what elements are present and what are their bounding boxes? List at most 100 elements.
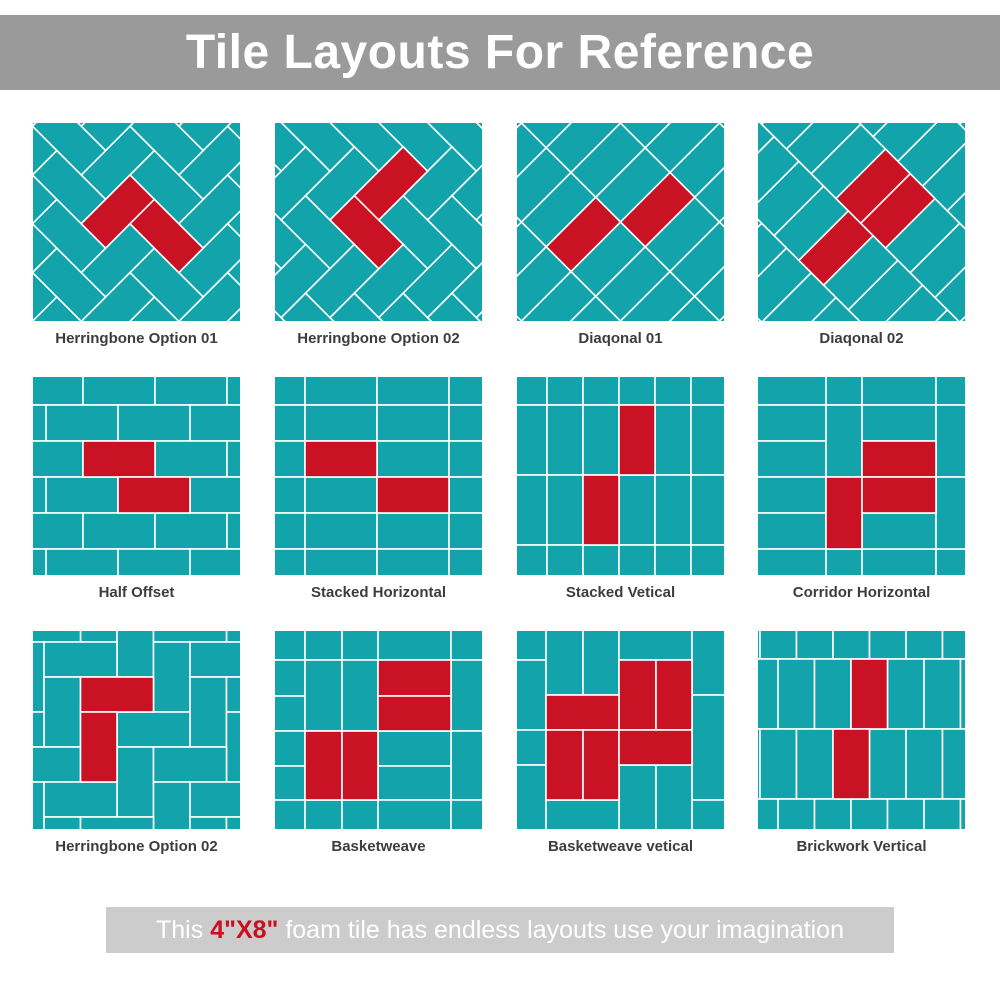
highlighted-tile	[861, 476, 937, 514]
tile	[690, 544, 724, 575]
layout-label: Half Offset	[98, 584, 175, 601]
tile	[304, 512, 378, 550]
tile	[154, 440, 228, 478]
tile	[225, 676, 240, 713]
tile	[341, 659, 379, 732]
tile	[832, 631, 871, 660]
tile	[923, 798, 962, 829]
tile	[33, 476, 47, 514]
tile	[275, 440, 306, 478]
tile	[189, 548, 240, 575]
tile	[33, 377, 84, 406]
tile	[33, 125, 58, 201]
tile	[517, 659, 547, 731]
tile	[43, 816, 82, 829]
tile-pattern	[517, 377, 724, 575]
tile	[377, 730, 452, 767]
highlighted-tile	[117, 476, 191, 514]
tile	[618, 631, 693, 661]
tile	[582, 631, 620, 696]
tile	[825, 377, 863, 406]
tile	[226, 295, 240, 321]
tile	[33, 641, 45, 713]
tile	[923, 658, 962, 730]
tile	[450, 145, 482, 222]
tile	[275, 765, 306, 801]
tile	[154, 512, 228, 550]
tile	[693, 245, 724, 321]
highlighted-tile	[861, 440, 937, 478]
tile	[813, 658, 852, 730]
tile	[189, 676, 228, 748]
footer-text-prefix: This	[156, 915, 211, 944]
tile	[935, 404, 965, 478]
tile	[450, 799, 482, 829]
tile	[546, 377, 584, 406]
tile-pattern	[758, 123, 965, 321]
layout-label: Stacked Horizontal	[310, 584, 447, 601]
tile	[226, 198, 240, 274]
tile	[582, 404, 620, 476]
tile	[33, 512, 84, 550]
highlighted-tile	[618, 404, 656, 476]
tile	[690, 404, 724, 476]
tile	[448, 512, 482, 550]
tile	[377, 631, 452, 661]
tile	[905, 631, 944, 660]
tile	[79, 631, 118, 643]
tile	[304, 548, 378, 575]
tile	[189, 641, 240, 678]
footer-text-suffix: foam tile has endless layouts use your i…	[278, 915, 844, 944]
tile	[45, 476, 119, 514]
tile	[117, 548, 191, 575]
tile	[82, 512, 156, 550]
tile	[450, 730, 482, 801]
tile	[825, 404, 863, 478]
layout-panel-half-offset: Half Offset	[33, 377, 240, 601]
tile	[618, 474, 656, 546]
layout-panel-stacked-horizontal: Stacked Horizontal	[275, 377, 482, 601]
highlighted-tile	[545, 196, 622, 273]
highlighted-tile	[353, 145, 429, 222]
tile	[225, 631, 240, 643]
tile	[275, 659, 306, 697]
highlighted-tile	[618, 729, 693, 766]
highlighted-tile	[582, 729, 620, 801]
tile	[691, 694, 724, 801]
layout-panel-diagonal-01: Diaqonal 01	[517, 123, 724, 347]
page-title: Tile Layouts For Reference	[185, 26, 815, 79]
tile-pattern	[517, 631, 724, 829]
tile	[33, 222, 58, 299]
tile	[128, 295, 205, 321]
tile	[618, 764, 657, 829]
tile-pattern	[758, 377, 965, 575]
layout-panel-basketweave-vertical: Basketweave vetical	[517, 631, 724, 855]
layout-label: Diaqonal 01	[578, 330, 663, 347]
tile	[850, 798, 889, 829]
tile	[941, 631, 965, 660]
layout-panel-herringbone-01: Herringbone Option 01	[33, 123, 240, 347]
tile	[189, 476, 240, 514]
tile	[825, 548, 863, 575]
tile	[225, 711, 240, 783]
tile	[847, 123, 924, 138]
tile	[43, 781, 118, 818]
tile	[546, 474, 584, 546]
highlighted-tile	[377, 659, 452, 697]
tile	[758, 440, 827, 478]
tile	[377, 799, 452, 829]
tile	[517, 729, 547, 766]
tile	[935, 548, 965, 575]
tile	[275, 730, 306, 767]
tile	[946, 160, 965, 237]
tile	[33, 781, 45, 829]
highlighted-tile	[582, 474, 620, 546]
highlighted-tile	[655, 659, 693, 731]
layout-panel-diagonal-02: Diaqonal 02	[758, 123, 965, 347]
tile	[758, 404, 827, 442]
tile	[795, 728, 834, 800]
highlighted-tile	[304, 440, 378, 478]
tile	[43, 676, 82, 748]
highlighted-tile	[825, 476, 863, 550]
tile	[690, 474, 724, 546]
